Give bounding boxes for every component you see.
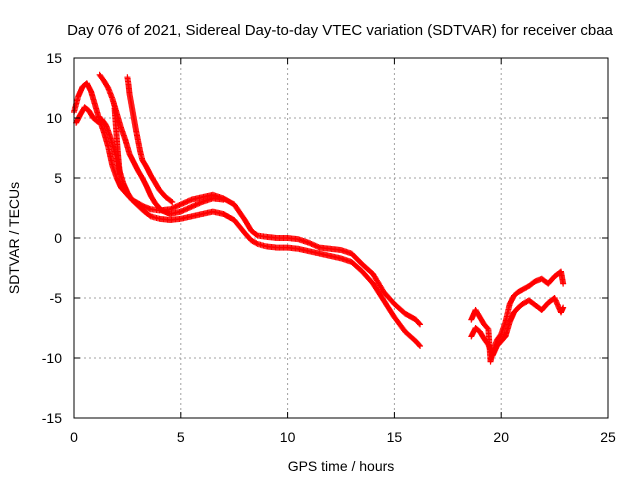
data-points <box>71 71 567 365</box>
axis-ticks <box>73 57 609 419</box>
chart-title: Day 076 of 2021, Sidereal Day-to-day VTE… <box>67 22 613 39</box>
y-tick-labels: -15 -10 -5 0 5 10 15 <box>42 50 62 426</box>
x-tick-label: 20 <box>493 429 509 445</box>
x-axis-label: GPS time / hours <box>288 458 395 474</box>
data-series-track-f <box>468 268 567 365</box>
data-series-track-g <box>468 295 567 359</box>
data-series-track-b <box>73 104 424 349</box>
x-tick-label: 15 <box>387 429 403 445</box>
y-tick-label: 15 <box>46 50 62 66</box>
x-tick-label: 10 <box>280 429 296 445</box>
y-tick-label: 10 <box>46 110 62 126</box>
y-tick-label: -5 <box>50 290 63 306</box>
x-tick-labels: 0 5 10 15 20 25 <box>70 429 616 445</box>
y-tick-label: 0 <box>54 230 62 246</box>
data-marks <box>468 268 567 365</box>
grid-lines <box>74 58 608 418</box>
data-marks <box>71 80 424 328</box>
y-tick-label: 5 <box>54 170 62 186</box>
x-tick-label: 5 <box>177 429 185 445</box>
data-series-track-d <box>124 74 176 205</box>
x-tick-label: 25 <box>600 429 616 445</box>
x-tick-label: 0 <box>70 429 78 445</box>
data-marks <box>111 105 123 178</box>
y-tick-label: -15 <box>42 410 62 426</box>
data-marks <box>468 295 567 359</box>
y-axis-label: SDTVAR / TECUs <box>6 182 22 294</box>
data-series-track-e <box>111 105 123 178</box>
data-marks <box>124 74 176 205</box>
y-tick-label: -10 <box>42 350 62 366</box>
data-series-track-a <box>71 80 424 328</box>
data-marks <box>73 104 424 349</box>
